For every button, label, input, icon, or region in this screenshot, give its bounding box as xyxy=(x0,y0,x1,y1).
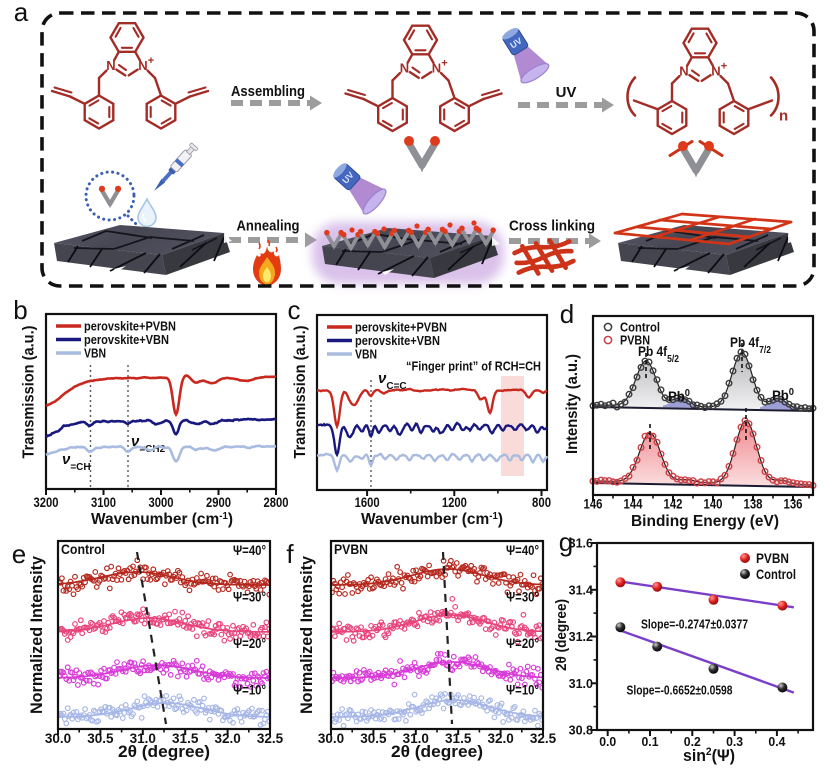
svg-text:Assembling: Assembling xyxy=(231,83,305,100)
svg-text:e: e xyxy=(12,539,26,569)
svg-text:0.1: 0.1 xyxy=(642,734,659,749)
svg-text:32.0: 32.0 xyxy=(214,731,240,746)
svg-text:2900: 2900 xyxy=(206,495,231,510)
svg-text:sin2(Ψ): sin2(Ψ) xyxy=(683,746,735,765)
svg-text:136: 136 xyxy=(784,497,803,512)
svg-text:νC=C: νC=C xyxy=(378,370,407,392)
svg-text:VBN: VBN xyxy=(355,348,377,362)
svg-text:31.6: 31.6 xyxy=(569,537,593,551)
svg-text:Pb 4f7/2: Pb 4f7/2 xyxy=(730,334,771,356)
svg-text:Pb0: Pb0 xyxy=(772,387,794,404)
svg-text:Transmission (a.u.): Transmission (a.u.) xyxy=(21,326,38,459)
svg-text:perovskite+VBN: perovskite+VBN xyxy=(355,334,440,348)
svg-text:Control: Control xyxy=(756,567,796,582)
svg-text:N: N xyxy=(138,58,147,73)
svg-text:VBN: VBN xyxy=(84,347,106,361)
svg-text:Cross linking: Cross linking xyxy=(509,218,595,235)
svg-text:Intensity (a.u.): Intensity (a.u.) xyxy=(564,354,581,454)
svg-text:a: a xyxy=(14,0,29,27)
svg-text:UV: UV xyxy=(556,84,577,101)
svg-text:perovskite+PVBN: perovskite+PVBN xyxy=(84,320,176,334)
svg-text:32.0: 32.0 xyxy=(487,731,513,746)
svg-text:Ψ=40°: Ψ=40° xyxy=(506,543,539,558)
svg-text:Slope=-0.2747±0.0377: Slope=-0.2747±0.0377 xyxy=(641,618,748,632)
svg-text:0.4: 0.4 xyxy=(768,734,786,749)
svg-text:Ψ=40°: Ψ=40° xyxy=(233,543,266,558)
svg-text:30.5: 30.5 xyxy=(360,731,387,746)
svg-text:d: d xyxy=(560,299,574,329)
svg-text:31.4: 31.4 xyxy=(569,583,593,597)
svg-text:Ψ=20°: Ψ=20° xyxy=(233,636,266,651)
svg-text:+: + xyxy=(721,61,727,73)
svg-text:800: 800 xyxy=(532,495,551,510)
svg-text:N: N xyxy=(400,61,409,76)
svg-text:1600: 1600 xyxy=(355,495,380,510)
svg-text:1200: 1200 xyxy=(442,495,467,510)
svg-text:N: N xyxy=(711,64,720,79)
svg-text:Ψ=30°: Ψ=30° xyxy=(233,590,266,605)
svg-text:3000: 3000 xyxy=(149,495,174,510)
svg-text:31.5: 31.5 xyxy=(445,731,472,746)
svg-text:N: N xyxy=(106,58,115,73)
svg-text:PVBN: PVBN xyxy=(620,333,650,348)
svg-text:Ψ=10°: Ψ=10° xyxy=(506,683,539,698)
svg-text:N: N xyxy=(679,64,688,79)
svg-text:138: 138 xyxy=(744,497,763,512)
svg-text:31.0: 31.0 xyxy=(130,731,156,746)
svg-text:+: + xyxy=(441,58,447,70)
svg-text:31.5: 31.5 xyxy=(172,731,199,746)
svg-text:b: b xyxy=(13,295,27,325)
svg-text:Ψ=30°: Ψ=30° xyxy=(506,590,539,605)
svg-text:perovskite+PVBN: perovskite+PVBN xyxy=(355,321,447,335)
svg-text:g: g xyxy=(559,527,573,557)
svg-text:0.3: 0.3 xyxy=(726,734,743,749)
svg-text:30.0: 30.0 xyxy=(45,731,71,746)
svg-text:31.0: 31.0 xyxy=(403,731,429,746)
svg-text:144: 144 xyxy=(624,497,643,512)
svg-text:142: 142 xyxy=(664,497,683,512)
svg-text:Ψ=20°: Ψ=20° xyxy=(506,636,539,651)
svg-text:146: 146 xyxy=(584,497,603,512)
svg-text:Wavenumber (cm-1): Wavenumber (cm-1) xyxy=(361,511,503,529)
svg-text:+: + xyxy=(148,55,154,67)
svg-text:f: f xyxy=(286,539,294,569)
svg-text:Slope=-0.6652±0.0598: Slope=-0.6652±0.0598 xyxy=(627,684,733,698)
svg-text:N: N xyxy=(432,61,441,76)
svg-text:3200: 3200 xyxy=(34,495,59,510)
svg-text:Normalized Intensity: Normalized Intensity xyxy=(297,555,316,714)
svg-text:Transmission (a.u.): Transmission (a.u.) xyxy=(292,326,309,459)
svg-text:“Finger print” of RCH=CH: “Finger print” of RCH=CH xyxy=(406,359,541,374)
svg-text:30.0: 30.0 xyxy=(318,731,344,746)
svg-text:PVBN: PVBN xyxy=(756,551,789,566)
svg-text:Ψ=10°: Ψ=10° xyxy=(233,683,266,698)
svg-text:2θ (degree): 2θ (degree) xyxy=(391,742,483,761)
svg-text:31.0: 31.0 xyxy=(569,677,593,691)
svg-text:n: n xyxy=(779,108,788,125)
svg-text:ν=CH: ν=CH xyxy=(62,451,91,473)
svg-text:Control: Control xyxy=(61,542,105,557)
svg-text:PVBN: PVBN xyxy=(334,542,368,557)
svg-text:2800: 2800 xyxy=(264,495,289,510)
svg-text:32.5: 32.5 xyxy=(257,731,284,746)
svg-text:30.5: 30.5 xyxy=(87,731,114,746)
svg-text:3100: 3100 xyxy=(91,495,116,510)
svg-text:30.8: 30.8 xyxy=(569,724,593,738)
svg-text:32.5: 32.5 xyxy=(530,731,557,746)
svg-text:31.2: 31.2 xyxy=(569,630,593,644)
svg-text:Annealing: Annealing xyxy=(237,218,300,235)
svg-text:Normalized Intensity: Normalized Intensity xyxy=(27,555,46,714)
svg-text:2θ (degree): 2θ (degree) xyxy=(553,599,570,671)
svg-text:Control: Control xyxy=(620,320,660,335)
svg-text:perovskite+VBN: perovskite+VBN xyxy=(84,333,169,347)
svg-text:0.0: 0.0 xyxy=(599,734,616,749)
svg-text:140: 140 xyxy=(704,497,723,512)
svg-text:Wavenumber (cm-1): Wavenumber (cm-1) xyxy=(91,511,233,529)
svg-text:Binding Energy (eV): Binding Energy (eV) xyxy=(631,513,779,530)
svg-text:2θ (degree): 2θ (degree) xyxy=(118,742,210,761)
svg-text:0.2: 0.2 xyxy=(684,734,701,749)
svg-text:c: c xyxy=(288,295,301,325)
